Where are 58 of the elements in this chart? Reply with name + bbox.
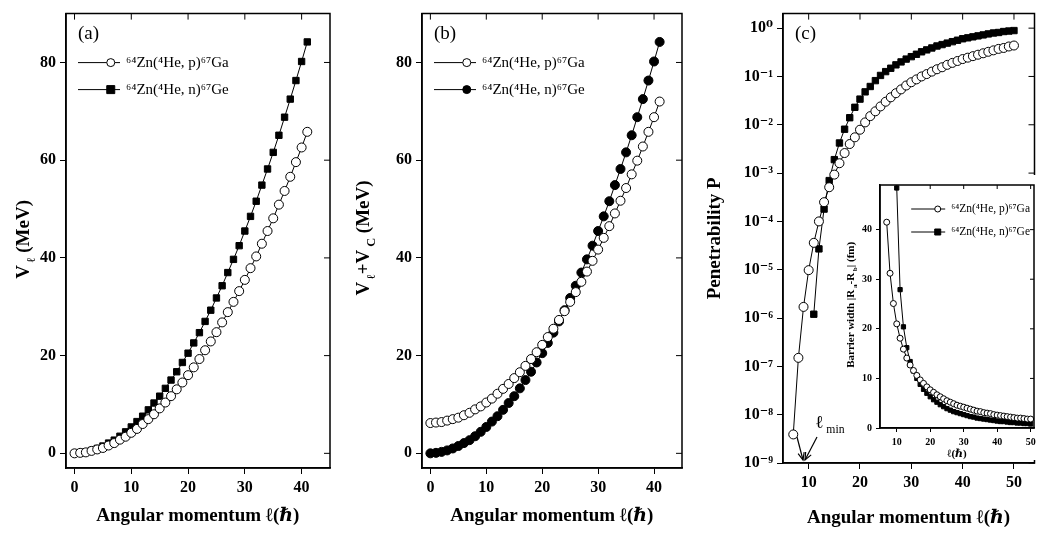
legend-label: ⁶⁴Zn(⁴He, p)⁶⁷Ga — [482, 53, 586, 71]
y-tick-label: 10⁻¹ — [743, 66, 774, 84]
y-tick-label: 10 — [862, 371, 872, 383]
legend-label: ⁶⁴Zn(⁴He, p)⁶⁷Ga — [126, 53, 230, 71]
y-tick-label: 10⁻⁶ — [743, 308, 774, 326]
y-tick-label: 10⁻⁸ — [743, 404, 774, 422]
x-tick-label: 10 — [123, 477, 140, 495]
x-tick-label: 0 — [70, 477, 79, 495]
x-tick-label: 40 — [992, 435, 1003, 447]
legend-label: ⁶⁴Zn(⁴He, n)⁶⁷Ge — [482, 80, 586, 98]
y-tick-label: 40 — [396, 248, 412, 266]
y-tick-label: 60 — [40, 150, 56, 168]
legend-label: ⁶⁴Zn(⁴He, p)⁶⁷Ga — [951, 202, 1031, 216]
y-tick-label: 60 — [396, 150, 412, 168]
x-axis-title: ℓ(ℏ) — [947, 446, 968, 460]
x-tick-label: 30 — [236, 477, 253, 495]
y-tick-label: 10⁻³ — [743, 163, 774, 181]
y-tick-label: 20 — [396, 345, 412, 363]
x-tick-label: 20 — [925, 435, 936, 447]
legend-label: ⁶⁴Zn(⁴He, n)⁶⁷Ge — [126, 80, 230, 98]
x-tick-label: 50 — [1025, 435, 1036, 447]
x-tick-label: 30 — [590, 477, 607, 495]
y-tick-label: 10⁻⁵ — [743, 259, 774, 277]
x-axis-title: Angular momentum ℓ(ℏ) — [450, 503, 654, 526]
x-tick-label: 0 — [426, 477, 435, 495]
y-axis-title: Penetrability P — [702, 176, 724, 300]
y-tick-label: 10⁻⁷ — [743, 356, 774, 374]
y-tick-label: 10⁻⁹ — [743, 453, 774, 471]
x-tick-label: 10 — [891, 435, 902, 447]
y-tick-label: 20 — [40, 345, 56, 363]
y-tick-label: 10⁻⁴ — [743, 211, 774, 229]
y-tick-label: 20 — [862, 322, 872, 334]
y-tick-label: 80 — [40, 52, 56, 70]
x-axis-title: Angular momentum ℓ(ℏ) — [96, 503, 300, 526]
y-tick-label: 0 — [867, 421, 872, 433]
x-tick-label: 20 — [180, 477, 197, 495]
x-tick-label: 40 — [293, 477, 310, 495]
x-tick-label: 10 — [800, 472, 817, 490]
y-tick-label: 80 — [396, 52, 412, 70]
x-tick-label: 30 — [958, 435, 969, 447]
x-tick-label: 40 — [954, 472, 971, 490]
y-tick-label: 40 — [40, 248, 56, 266]
y-tick-label: 30 — [862, 272, 872, 284]
x-tick-label: 50 — [1005, 472, 1022, 490]
x-tick-label: 40 — [646, 477, 663, 495]
y-axis-title: Vℓ (MeV) — [11, 200, 38, 279]
x-tick-label: 30 — [903, 472, 920, 490]
x-tick-label: 20 — [534, 477, 551, 495]
annotation: (b) — [434, 21, 457, 44]
y-tick-label: 10⁻² — [743, 114, 774, 132]
y-tick-label: 40 — [862, 223, 872, 235]
y-axis-title: Vℓ+VC (MeV) — [351, 180, 378, 296]
x-axis-title: Angular momentum ℓ(ℏ) — [806, 505, 1011, 528]
legend-label: ⁶⁴Zn(⁴He, n)⁶⁷Ge — [951, 225, 1031, 239]
x-tick-label: 10 — [478, 477, 495, 495]
y-tick-label: 10⁰ — [749, 18, 773, 36]
annotation: (a) — [78, 21, 100, 44]
annotation: (c) — [795, 21, 817, 44]
